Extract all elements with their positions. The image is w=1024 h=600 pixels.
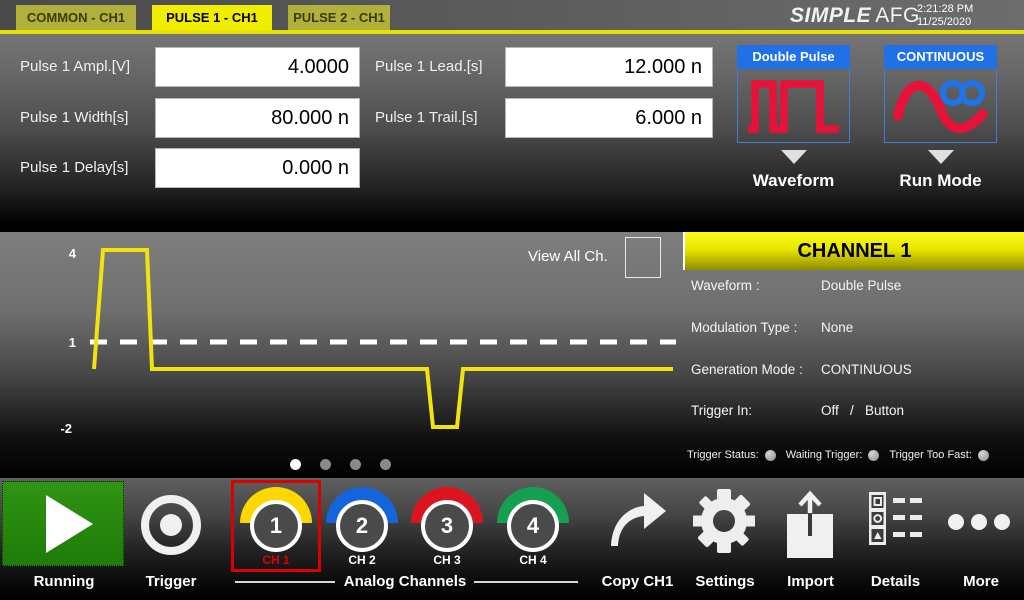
trigger-too-fast-led (977, 449, 989, 461)
page-dot[interactable] (350, 459, 361, 470)
channel-label: CH 1 (262, 553, 290, 567)
pulse1-width-label: Pulse 1 Width[s] (20, 109, 129, 126)
info-row-waveform: Waveform : Double Pulse (683, 278, 1024, 296)
running-label: Running (33, 573, 95, 590)
chevron-down-icon (780, 150, 807, 164)
info-value: Off / Button (821, 403, 905, 418)
info-value: None (821, 320, 854, 335)
logo-afg: AFG (875, 4, 920, 27)
pulse-parameter-panel: Pulse 1 Ampl.[V] 4.0000 Pulse 1 Width[s]… (0, 34, 1024, 232)
info-label: Modulation Type : (691, 320, 798, 335)
channel-label: CH 4 (519, 553, 547, 567)
channel-panel-title: CHANNEL 1 (683, 232, 1024, 270)
trigger-button[interactable] (141, 495, 201, 555)
trigger-label: Trigger (145, 573, 197, 590)
info-row-modulation: Modulation Type : None (683, 320, 1024, 338)
logo-simple: SIMPLE (790, 4, 872, 27)
copy-ch1-label: Copy CH1 (601, 573, 674, 590)
pulse1-ampl-field[interactable]: 4.0000 (155, 47, 360, 87)
more-label: More (963, 573, 999, 590)
page-dot[interactable] (380, 459, 391, 470)
channel-label: CH 3 (433, 553, 461, 567)
divider-line (235, 581, 335, 583)
tab-pulse1-ch1[interactable]: PULSE 1 - CH1 (152, 5, 272, 30)
pulse1-delay-field[interactable]: 0.000 n (155, 148, 360, 188)
info-row-trigger-in: Trigger In: Off / Button (683, 403, 1024, 421)
view-all-channels-checkbox[interactable] (625, 237, 661, 278)
channel-2-button[interactable]: 2 CH 2 (317, 480, 407, 572)
top-tab-bar: COMMON - CH1 PULSE 1 - CH1 PULSE 2 - CH1… (0, 0, 1024, 34)
chevron-down-icon (927, 150, 954, 164)
info-row-generation-mode: Generation Mode : CONTINUOUS (683, 362, 1024, 380)
waveform-selector-button[interactable]: Double Pulse Waveform (737, 45, 850, 191)
trigger-too-fast-label: Trigger Too Fast: (889, 449, 972, 461)
channel-info-panel: CHANNEL 1 Waveform : Double Pulse Modula… (683, 232, 1024, 478)
settings-label: Settings (695, 573, 755, 590)
trigger-status-led (764, 449, 776, 461)
tab-pulse2-ch1[interactable]: PULSE 2 - CH1 (288, 5, 390, 30)
info-label: Waveform : (691, 278, 760, 293)
view-all-channels-label: View All Ch. (528, 248, 608, 265)
continuous-sine-infinity-icon (893, 79, 988, 133)
tab-common-ch1[interactable]: COMMON - CH1 (16, 5, 136, 30)
waveform-trace (92, 248, 673, 429)
divider-line (474, 581, 578, 583)
bottom-toolbar: Running Trigger 1 CH 1 2 CH 2 3 CH 3 4 C… (0, 478, 1024, 600)
pulse1-width-field[interactable]: 80.000 n (155, 98, 360, 138)
channel-label: CH 2 (348, 553, 376, 567)
pulse1-lead-label: Pulse 1 Lead.[s] (375, 58, 483, 75)
gear-icon[interactable] (693, 489, 755, 553)
info-value: Double Pulse (821, 278, 902, 293)
waveform-plot (90, 248, 676, 429)
waveform-selected-value: Double Pulse (737, 45, 850, 69)
y-tick-minus2: -2 (60, 421, 72, 436)
clock-date: 11/25/2020 (917, 16, 972, 28)
channel-number: 1 (250, 500, 302, 552)
details-list-icon[interactable] (869, 492, 923, 548)
trigger-status-row: Trigger Status: Waiting Trigger: Trigger… (687, 449, 1024, 461)
pulse1-lead-field[interactable]: 12.000 n (505, 47, 713, 87)
pulse1-trail-label: Pulse 1 Trail.[s] (375, 109, 478, 126)
channel-4-button[interactable]: 4 CH 4 (488, 480, 578, 572)
pulse1-ampl-label: Pulse 1 Ampl.[V] (20, 58, 131, 75)
app-logo: SIMPLE AFG (790, 4, 920, 28)
import-icon[interactable] (783, 490, 837, 558)
info-label: Generation Mode : (691, 362, 803, 377)
page-dot[interactable] (290, 459, 301, 470)
page-dot[interactable] (320, 459, 331, 470)
copy-arrow-icon[interactable] (605, 490, 669, 550)
pulse1-delay-label: Pulse 1 Delay[s] (20, 159, 129, 176)
run-mode-selector-button[interactable]: CONTINUOUS Run Mode (884, 45, 997, 191)
waveform-selector-label: Waveform (752, 171, 835, 190)
run-mode-selector-label: Run Mode (899, 171, 982, 190)
channel-number: 3 (421, 500, 473, 552)
run-stop-button[interactable] (2, 481, 124, 566)
channel-1-button[interactable]: 1 CH 1 (231, 480, 321, 572)
play-icon (45, 494, 93, 553)
waveform-display-section: 4 1 -2 View All Ch. CHANNEL 1 Waveform :… (0, 232, 1024, 478)
run-mode-selected-value: CONTINUOUS (884, 45, 997, 69)
channel-number: 4 (507, 500, 559, 552)
more-ellipsis-icon[interactable] (947, 513, 1015, 531)
import-label: Import (787, 573, 834, 590)
waiting-trigger-led (868, 449, 880, 461)
pulse1-trail-field[interactable]: 6.000 n (505, 98, 713, 138)
y-tick-4: 4 (68, 246, 76, 261)
analog-channels-label: Analog Channels (343, 573, 467, 590)
double-pulse-icon (748, 79, 839, 133)
waiting-trigger-label: Waiting Trigger: (785, 449, 863, 461)
channel-number: 2 (336, 500, 388, 552)
channel-3-button[interactable]: 3 CH 3 (402, 480, 492, 572)
details-label: Details (870, 573, 921, 590)
info-value: CONTINUOUS (821, 362, 912, 377)
y-tick-1: 1 (68, 335, 76, 350)
clock: 2:21:28 PM 11/25/2020 (917, 3, 973, 29)
plot-page-dots (290, 459, 391, 470)
trigger-status-label: Trigger Status: (687, 449, 759, 461)
info-label: Trigger In: (691, 403, 753, 418)
clock-time: 2:21:28 PM (917, 3, 974, 15)
